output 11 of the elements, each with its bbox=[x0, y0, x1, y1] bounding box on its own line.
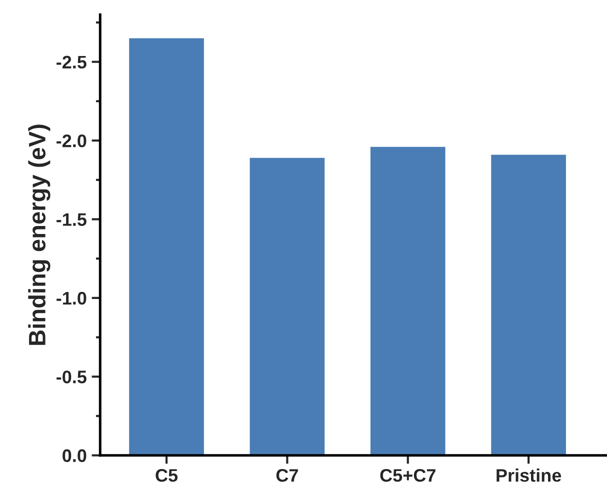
y-axis-title: Binding energy (eV) bbox=[28, 124, 50, 345]
x-tick-label: C7 bbox=[276, 469, 298, 482]
y-tick-label: -2.0 bbox=[56, 134, 86, 148]
x-tick-label: C5 bbox=[156, 469, 178, 482]
y-tick-label: -1.0 bbox=[56, 292, 86, 305]
x-tick-label: C5+C7 bbox=[380, 469, 436, 482]
y-tick-label: 0.0 bbox=[62, 449, 86, 462]
y-tick-label: -1.5 bbox=[56, 213, 86, 226]
y-tick-label: -0.5 bbox=[56, 370, 86, 384]
y-tick-label: -2.5 bbox=[56, 56, 86, 69]
x-tick-label: Pristine bbox=[496, 468, 562, 482]
